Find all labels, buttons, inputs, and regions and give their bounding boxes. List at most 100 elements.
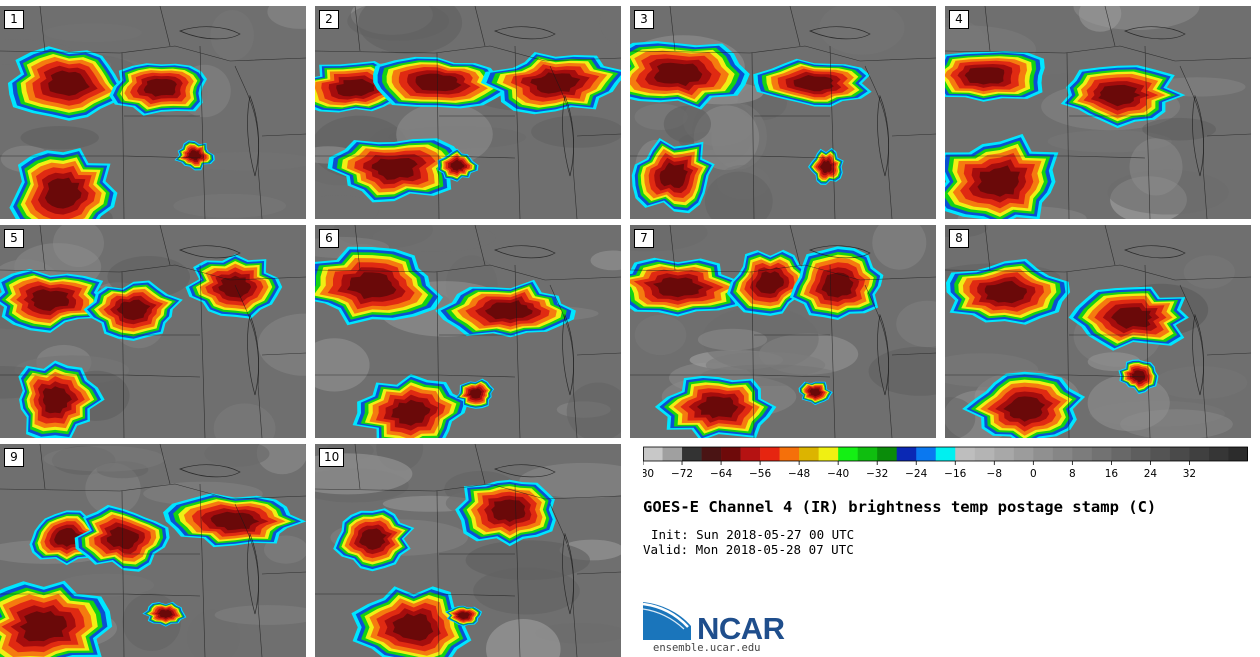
cloud-texture [267,6,306,29]
colorbar-cell [1013,447,1034,461]
colorbar-cell [740,447,761,461]
cloud-contour [457,612,470,620]
map-panel-3: 3 [630,6,936,219]
state-boundaries [945,6,1251,219]
colorbar-tick-label: 32 [1183,468,1196,480]
colorbar-cell [779,447,800,461]
cloud-contour [1003,396,1046,422]
cloud-texture [868,346,936,396]
map-panel-2: 2 [315,6,621,219]
cloud-texture [214,605,306,625]
cloud-contour [450,159,465,171]
state-boundaries [315,6,621,219]
colorbar-cell [1169,447,1190,461]
cloud-texture [315,338,370,392]
cloud-texture [704,171,773,219]
cloud-texture [663,105,711,143]
cloud-contour [48,70,90,96]
cloud-texture [697,328,768,351]
lake-outline [179,464,259,615]
colorbar-cell [877,447,898,461]
cloud-texture [1154,366,1248,400]
ncar-swoosh-icon [643,602,691,640]
ir-satellite-map [630,6,936,219]
cloud-contour [19,611,67,642]
valid-time: Valid: Mon 2018-05-28 07 UTC [643,542,854,557]
colorbar-frame [643,446,1248,462]
state-boundaries [315,444,621,657]
state-boundaries [0,225,306,438]
colorbar-cell [662,447,683,461]
cloud-contour [371,158,418,180]
cloud-contour [491,499,526,522]
cloud-texture [347,6,450,41]
colorbar-cell [935,447,956,461]
cloud-texture [53,225,104,267]
cloud-texture [1107,169,1229,215]
cloud-contour [697,396,739,419]
lake-outline [179,26,259,177]
colorbar-tick-label: −72 [671,468,693,480]
colorbar-tick-label: −80 [643,468,654,480]
state-boundaries [0,444,306,657]
colorbar-cell [799,447,819,461]
cloud-contour [809,388,822,397]
lake-outline [179,245,259,396]
cloud-contour [54,528,81,547]
cloud-contour [1131,370,1146,383]
ir-satellite-map [0,225,306,438]
lake-outline [1124,26,1204,177]
cloud-texture [599,6,621,45]
colorbar-cell [994,447,1015,461]
cloud-texture [315,195,379,219]
cloud-texture [1078,6,1122,32]
cloud-texture [590,250,621,271]
ir-satellite-map [315,6,621,219]
colorbar-tick-label: 16 [1105,468,1119,480]
lake-outline [809,26,889,177]
cloud-texture [896,300,936,348]
cloud-contour [977,165,1020,197]
cloud-contour [44,177,82,209]
map-panel-6: 6 [315,225,621,438]
cloud-texture [20,126,99,150]
cloud-contour [42,386,72,414]
cloud-contour [143,78,177,97]
panel-number-label: 6 [319,229,339,248]
cloud-texture [96,461,149,479]
colorbar-cell [1111,447,1132,461]
cloud-contour [210,511,260,531]
figure-title: GOES-E Channel 4 (IR) brightness temp po… [643,498,1157,516]
colorbar-cell [1189,447,1210,461]
colorbar-tick-label: −48 [788,468,810,480]
cloud-texture [256,444,306,475]
cloud-texture [1129,138,1183,196]
cloud-texture [1142,117,1216,141]
ir-satellite-map [315,444,621,657]
cloud-texture [372,225,496,252]
panel-number-label: 1 [4,10,24,29]
cloud-texture [486,619,561,657]
cloud-contour [654,62,703,87]
ncar-logo: NCAR [643,602,785,644]
map-panel-1: 1 [0,6,306,219]
cloud-contour [793,75,834,92]
colorbar-cell [1052,447,1073,461]
panel-number-label: 7 [634,229,654,248]
cloud-contour [415,73,462,92]
cloud-contour [468,388,482,399]
cloud-contour [157,609,173,619]
cloud-texture [204,444,270,467]
state-boundaries [0,6,306,219]
cloud-texture [1047,130,1172,153]
panel-number-label: 10 [319,448,345,467]
panel-number-label: 9 [4,448,24,467]
cloud-contour [819,160,832,173]
colorbar-tick-label: 8 [1069,468,1076,480]
colorbar-cell [974,447,995,461]
map-panel-10: 10 [315,444,621,657]
cloud-contour [964,67,1005,85]
cloud-texture [358,6,463,55]
cloud-texture [872,225,927,270]
cloud-contour [391,399,431,426]
